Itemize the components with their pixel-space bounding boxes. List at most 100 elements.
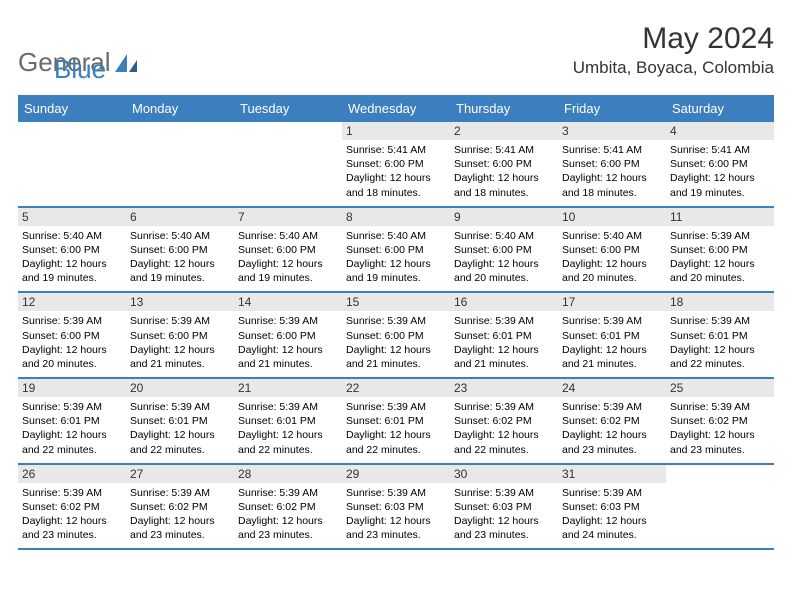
- day-info: Sunrise: 5:39 AMSunset: 6:01 PMDaylight:…: [22, 400, 122, 457]
- day-info: Sunrise: 5:39 AMSunset: 6:00 PMDaylight:…: [22, 314, 122, 371]
- day-info: Sunrise: 5:41 AMSunset: 6:00 PMDaylight:…: [454, 143, 554, 200]
- day-info: Sunrise: 5:40 AMSunset: 6:00 PMDaylight:…: [22, 229, 122, 286]
- day-cell: 17 Sunrise: 5:39 AMSunset: 6:01 PMDayligh…: [558, 293, 666, 377]
- day-cell: 19 Sunrise: 5:39 AMSunset: 6:01 PMDayligh…: [18, 379, 126, 463]
- day-cell: 28 Sunrise: 5:39 AMSunset: 6:02 PMDayligh…: [234, 465, 342, 549]
- day-info: Sunrise: 5:39 AMSunset: 6:02 PMDaylight:…: [670, 400, 770, 457]
- day-number: 28: [234, 465, 342, 483]
- weekday-header: Monday: [126, 95, 234, 122]
- day-number: 23: [450, 379, 558, 397]
- day-number: 17: [558, 293, 666, 311]
- day-cell: [126, 122, 234, 206]
- day-info: Sunrise: 5:40 AMSunset: 6:00 PMDaylight:…: [346, 229, 446, 286]
- week-row: 26Sunrise: 5:39 AMSunset: 6:02 PMDayligh…: [18, 465, 774, 551]
- day-cell: [18, 122, 126, 206]
- day-cell: 8Sunrise: 5:40 AMSunset: 6:00 PMDaylight…: [342, 208, 450, 292]
- day-info: Sunrise: 5:40 AMSunset: 6:00 PMDaylight:…: [238, 229, 338, 286]
- week-row: 12 Sunrise: 5:39 AMSunset: 6:00 PMDayligh…: [18, 293, 774, 379]
- day-cell: 10Sunrise: 5:40 AMSunset: 6:00 PMDayligh…: [558, 208, 666, 292]
- day-number: [18, 122, 126, 140]
- weekday-header: Tuesday: [234, 95, 342, 122]
- day-number: 2: [450, 122, 558, 140]
- day-cell: 9Sunrise: 5:40 AMSunset: 6:00 PMDaylight…: [450, 208, 558, 292]
- day-info: Sunrise: 5:39 AMSunset: 6:01 PMDaylight:…: [130, 400, 230, 457]
- day-number: 20: [126, 379, 234, 397]
- weekday-header: Thursday: [450, 95, 558, 122]
- day-cell: [666, 465, 774, 549]
- day-number: 9: [450, 208, 558, 226]
- day-cell: 5 Sunrise: 5:40 AMSunset: 6:00 PMDaylight…: [18, 208, 126, 292]
- day-number: 31: [558, 465, 666, 483]
- day-number: 13: [126, 293, 234, 311]
- day-info: Sunrise: 5:39 AMSunset: 6:03 PMDaylight:…: [562, 486, 662, 543]
- day-cell: 22 Sunrise: 5:39 AMSunset: 6:01 PMDayligh…: [342, 379, 450, 463]
- day-info: Sunrise: 5:39 AMSunset: 6:03 PMDaylight:…: [454, 486, 554, 543]
- day-info: Sunrise: 5:41 AMSunset: 6:00 PMDaylight:…: [346, 143, 446, 200]
- logo-sail-icon: [113, 52, 139, 74]
- week-row: 1Sunrise: 5:41 AMSunset: 6:00 PMDaylight…: [18, 122, 774, 208]
- day-number: 18: [666, 293, 774, 311]
- day-cell: 27Sunrise: 5:39 AMSunset: 6:02 PMDayligh…: [126, 465, 234, 549]
- day-info: Sunrise: 5:39 AMSunset: 6:01 PMDaylight:…: [238, 400, 338, 457]
- day-cell: [234, 122, 342, 206]
- day-number: 15: [342, 293, 450, 311]
- day-number: 5: [18, 208, 126, 226]
- day-info: Sunrise: 5:41 AMSunset: 6:00 PMDaylight:…: [562, 143, 662, 200]
- day-cell: 11 Sunrise: 5:39 AMSunset: 6:00 PMDayligh…: [666, 208, 774, 292]
- day-number: [666, 465, 774, 483]
- location: Umbita, Boyaca, Colombia: [573, 58, 774, 78]
- weekday-header-row: SundayMondayTuesdayWednesdayThursdayFrid…: [18, 95, 774, 122]
- day-cell: 12 Sunrise: 5:39 AMSunset: 6:00 PMDayligh…: [18, 293, 126, 377]
- day-info: Sunrise: 5:39 AMSunset: 6:02 PMDaylight:…: [454, 400, 554, 457]
- day-number: [234, 122, 342, 140]
- day-number: 22: [342, 379, 450, 397]
- day-number: 19: [18, 379, 126, 397]
- day-cell: 13Sunrise: 5:39 AMSunset: 6:00 PMDayligh…: [126, 293, 234, 377]
- calendar: SundayMondayTuesdayWednesdayThursdayFrid…: [18, 95, 774, 550]
- day-number: 25: [666, 379, 774, 397]
- weekday-header: Saturday: [666, 95, 774, 122]
- day-info: Sunrise: 5:39 AMSunset: 6:00 PMDaylight:…: [238, 314, 338, 371]
- week-row: 5Sunrise: 5:40 AMSunset: 6:00 PMDaylight…: [18, 208, 774, 294]
- day-number: 12: [18, 293, 126, 311]
- day-cell: 30 Sunrise: 5:39 AMSunset: 6:03 PMDayligh…: [450, 465, 558, 549]
- day-number: 29: [342, 465, 450, 483]
- day-number: 4: [666, 122, 774, 140]
- day-number: 30: [450, 465, 558, 483]
- day-cell: 21Sunrise: 5:39 AMSunset: 6:01 PMDayligh…: [234, 379, 342, 463]
- day-number: 1: [342, 122, 450, 140]
- day-cell: 16Sunrise: 5:39 AMSunset: 6:01 PMDayligh…: [450, 293, 558, 377]
- day-cell: 29 Sunrise: 5:39 AMSunset: 6:03 PMDayligh…: [342, 465, 450, 549]
- day-cell: 14 Sunrise: 5:39 AMSunset: 6:00 PMDayligh…: [234, 293, 342, 377]
- day-info: Sunrise: 5:41 AMSunset: 6:00 PMDaylight:…: [670, 143, 770, 200]
- week-row: 19Sunrise: 5:39 AMSunset: 6:01 PMDayligh…: [18, 379, 774, 465]
- day-info: Sunrise: 5:39 AMSunset: 6:00 PMDaylight:…: [670, 229, 770, 286]
- day-number: 11: [666, 208, 774, 226]
- day-info: Sunrise: 5:39 AMSunset: 6:00 PMDaylight:…: [346, 314, 446, 371]
- day-cell: 3 Sunrise: 5:41 AMSunset: 6:00 PMDaylight…: [558, 122, 666, 206]
- day-info: Sunrise: 5:39 AMSunset: 6:02 PMDaylight:…: [562, 400, 662, 457]
- day-number: 3: [558, 122, 666, 140]
- day-cell: 7 Sunrise: 5:40 AMSunset: 6:00 PMDaylight…: [234, 208, 342, 292]
- day-cell: 4 Sunrise: 5:41 AMSunset: 6:00 PMDaylight…: [666, 122, 774, 206]
- day-cell: 25 Sunrise: 5:39 AMSunset: 6:02 PMDayligh…: [666, 379, 774, 463]
- month-title: May 2024: [573, 22, 774, 56]
- day-cell: 6Sunrise: 5:40 AMSunset: 6:00 PMDaylight…: [126, 208, 234, 292]
- day-number: 24: [558, 379, 666, 397]
- day-info: Sunrise: 5:39 AMSunset: 6:02 PMDaylight:…: [238, 486, 338, 543]
- day-info: Sunrise: 5:39 AMSunset: 6:01 PMDaylight:…: [346, 400, 446, 457]
- day-info: Sunrise: 5:39 AMSunset: 6:01 PMDaylight:…: [562, 314, 662, 371]
- day-cell: 31 Sunrise: 5:39 AMSunset: 6:03 PMDayligh…: [558, 465, 666, 549]
- day-info: Sunrise: 5:39 AMSunset: 6:03 PMDaylight:…: [346, 486, 446, 543]
- logo-text-2: Blue: [54, 54, 106, 85]
- day-info: Sunrise: 5:39 AMSunset: 6:02 PMDaylight:…: [130, 486, 230, 543]
- day-info: Sunrise: 5:39 AMSunset: 6:02 PMDaylight:…: [22, 486, 122, 543]
- day-cell: 26Sunrise: 5:39 AMSunset: 6:02 PMDayligh…: [18, 465, 126, 549]
- weekday-header: Friday: [558, 95, 666, 122]
- weekday-header: Sunday: [18, 95, 126, 122]
- day-number: 14: [234, 293, 342, 311]
- day-number: 7: [234, 208, 342, 226]
- weekday-header: Wednesday: [342, 95, 450, 122]
- day-cell: 23 Sunrise: 5:39 AMSunset: 6:02 PMDayligh…: [450, 379, 558, 463]
- day-info: Sunrise: 5:40 AMSunset: 6:00 PMDaylight:…: [130, 229, 230, 286]
